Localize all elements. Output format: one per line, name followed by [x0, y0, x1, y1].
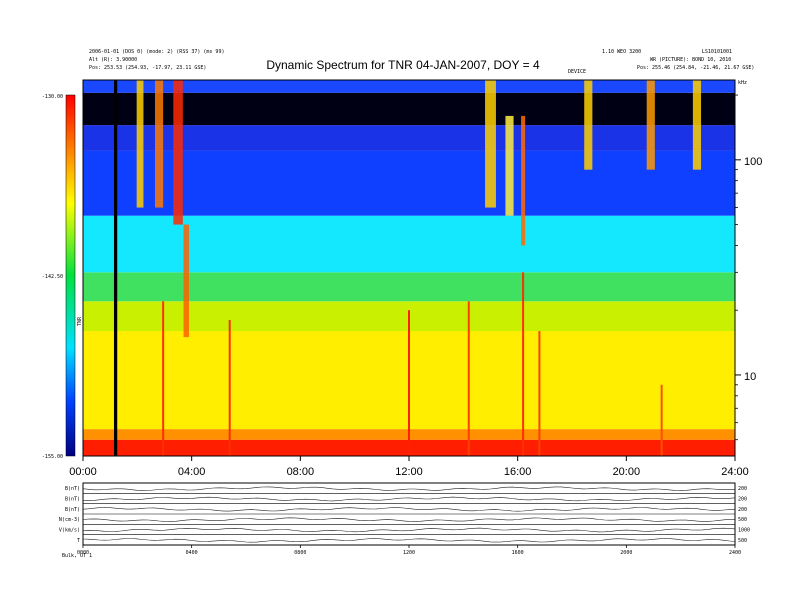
- y-tick-label: 10: [744, 371, 756, 383]
- radio-burst-7: [584, 80, 593, 170]
- bottom-row-label: N(cm-3): [59, 517, 80, 523]
- intensity-band-8: [83, 92, 735, 126]
- radio-burst-9: [692, 80, 702, 170]
- radio-burst-1: [154, 80, 164, 208]
- bottom-row-label: T: [77, 538, 80, 544]
- header-left-line3: Pos: 253.53 (254.93, -17.97, 23.11 GSE): [89, 65, 206, 71]
- bottom-x-tick-label: 0400: [186, 550, 198, 556]
- x-tick-label: 00:00: [69, 466, 97, 478]
- colorbar-tick-min: -155.00: [42, 454, 63, 460]
- colorbar-tick-mid: -142.50: [42, 274, 63, 280]
- bottom-row-label: B(nT): [65, 507, 80, 513]
- x-tick-label: 12:00: [395, 466, 423, 478]
- emission-spike-1: [228, 320, 231, 456]
- emission-spike-2: [408, 310, 410, 456]
- x-tick-label: 24:00: [721, 466, 749, 478]
- bottom-row-label: V(km/s): [59, 528, 80, 534]
- bottom-x-tick-label: 1200: [403, 550, 415, 556]
- header-center2: DEVICE: [568, 69, 586, 75]
- intensity-band-4: [83, 272, 735, 302]
- x-axis: 00:00 04:00 08:00 12:00 16:00 20:00 24:00: [69, 456, 749, 478]
- colorbar: [65, 94, 76, 457]
- emission-spike-4: [522, 272, 525, 456]
- colorbar-label: TNR: [77, 316, 83, 326]
- bottom-footer: Bulk, UT 1: [62, 553, 92, 559]
- radio-burst-8: [646, 80, 655, 170]
- bottom-row-scale: 500: [738, 517, 747, 523]
- bottom-row-trace: [82, 486, 736, 491]
- bottom-row-trace: [82, 538, 736, 543]
- emission-spike-0: [162, 301, 165, 456]
- bottom-row-trace: [82, 527, 736, 533]
- bottom-x-tick-label: 0800: [294, 550, 306, 556]
- y-tick-label: 100: [744, 156, 762, 168]
- bottom-row-scale: 1000: [738, 528, 750, 534]
- data-gap: [113, 80, 118, 456]
- intensity-band-5: [83, 215, 735, 273]
- x-tick-label: 04:00: [178, 466, 206, 478]
- bottom-row-scale: 200: [738, 497, 747, 503]
- chart-title: Dynamic Spectrum for TNR 04-JAN-2007, DO…: [266, 58, 540, 72]
- bottom-row-trace: [83, 496, 736, 502]
- emission-spike-6: [660, 384, 663, 456]
- radio-burst-4: [485, 80, 496, 208]
- header-left-line2: Alt (R): 3.90000: [89, 57, 137, 63]
- bottom-row-label: B(nT): [65, 497, 80, 503]
- emission-spike-3: [467, 301, 470, 456]
- bottom-x-tick-label: 0000: [77, 550, 89, 556]
- header-left-line1: 2006-01-01 (DOS 0) (mode: 2) (RSS 37) (m…: [89, 49, 224, 55]
- bottom-row-scale: 200: [738, 507, 747, 513]
- bottom-row-scale: 200: [738, 486, 747, 492]
- radio-burst-2: [173, 80, 183, 225]
- intensity-band-6: [83, 150, 735, 216]
- bottom-row-label: B(nT): [65, 486, 80, 492]
- radio-burst-5: [505, 115, 514, 216]
- emission-spike-5: [538, 331, 541, 456]
- bottom-panel: B(nT) 200 B(nT) 200 B(nT) 200 N(cm-3) 500 V(km/s…: [59, 482, 750, 556]
- header-center: 1.10 WEO 3200: [602, 49, 641, 55]
- header-right-line2: WR (PICTURE): BOND 10, 2010: [650, 57, 731, 63]
- x-tick-label: 08:00: [287, 466, 315, 478]
- header-right-line1: LS10101001: [702, 49, 732, 55]
- intensity-band-9: [83, 80, 735, 93]
- x-tick-label: 20:00: [613, 466, 641, 478]
- intensity-band-7: [83, 125, 735, 151]
- radio-burst-0: [136, 80, 144, 208]
- bottom-row-trace: [82, 507, 736, 512]
- bottom-x-tick-label: 2000: [620, 550, 632, 556]
- x-tick-label: 16:00: [504, 466, 532, 478]
- bottom-row-trace: [82, 517, 735, 522]
- header-right-line3: Pos: 255.46 (254.84, -21.46, 21.67 GSE): [637, 65, 754, 71]
- y-axis: 100 10: [735, 94, 762, 441]
- radio-burst-3: [183, 224, 189, 338]
- spectrogram: [83, 80, 735, 456]
- colorbar-tick-max: -130.00: [42, 94, 63, 100]
- radio-burst-6: [521, 115, 526, 246]
- bottom-x-tick-label: 2400: [729, 550, 741, 556]
- y-unit-label: kHz: [738, 80, 747, 86]
- bottom-row-scale: 500: [738, 538, 747, 544]
- bottom-x-tick-label: 1600: [512, 550, 524, 556]
